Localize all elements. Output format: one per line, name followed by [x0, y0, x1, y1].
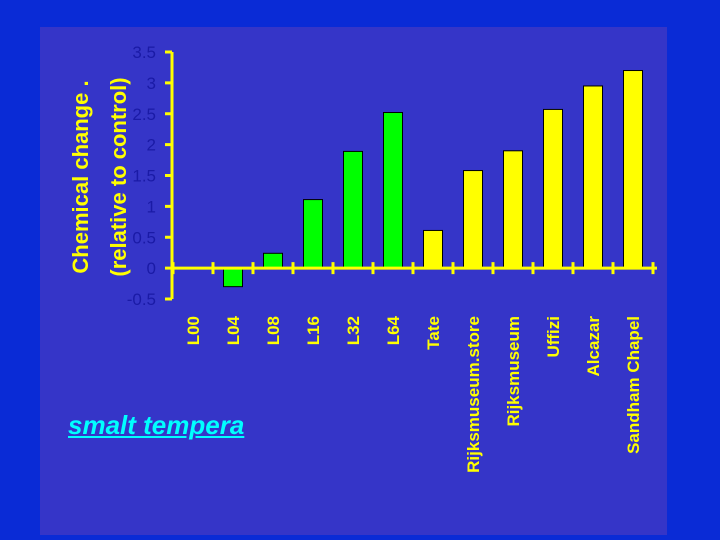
- y-ticks-group: -0.5 0 0.5 1 1.5 2 2.5 3 3.5: [127, 43, 172, 309]
- y-tick-label: 2: [147, 136, 156, 155]
- y-axis-label-line-1: Chemical change .: [68, 80, 93, 273]
- y-tick-label: 2.5: [132, 105, 156, 124]
- bar-tate: [423, 229, 443, 269]
- bar-rijksmuseum: [503, 150, 523, 269]
- y-axis-label-line-2: (relative to control): [106, 77, 131, 276]
- x-labels-group: L00 L04 L08 L16 L32 L64 Tate Rijksmuseum.store R…: [184, 315, 643, 472]
- bar-rijksmuseum-store: [463, 170, 483, 269]
- x-tick-label: Tate: [424, 316, 443, 350]
- y-tick-label: -0.5: [127, 290, 156, 309]
- x-tick-label: Rijksmuseum: [504, 316, 523, 427]
- bar-alcazar: [583, 85, 603, 269]
- x-tick-label: L32: [344, 316, 363, 345]
- bar-l04: [223, 267, 243, 288]
- y-tick-label: 3.5: [132, 43, 156, 62]
- x-tick-label: Sandham Chapel: [624, 316, 643, 454]
- x-tick-label: Uffizi: [544, 316, 563, 358]
- bar-l64: [383, 112, 403, 269]
- x-tick-label: Rijksmuseum.store: [464, 316, 483, 473]
- x-tick-label: L04: [224, 315, 243, 345]
- x-tick-label: L16: [304, 316, 323, 345]
- y-tick-label: 3: [147, 74, 156, 93]
- bar-l32: [343, 150, 363, 269]
- y-tick-label: 1: [147, 197, 156, 216]
- x-tick-label: Alcazar: [584, 316, 603, 377]
- x-tick-label: L00: [184, 316, 203, 345]
- x-tick-label: L64: [384, 315, 403, 345]
- y-tick-label: 1.5: [132, 167, 156, 186]
- bar-l16: [303, 199, 323, 269]
- y-tick-label: 0.5: [132, 228, 156, 247]
- caption-link[interactable]: smalt tempera: [68, 410, 245, 440]
- bar-uffizi: [543, 108, 563, 269]
- x-tick-label: L08: [264, 316, 283, 345]
- bar-sandham-chapel: [623, 70, 643, 269]
- axes-group: [170, 52, 657, 299]
- bars-group: [223, 70, 643, 288]
- bar-l08: [263, 252, 283, 269]
- y-tick-label: 0: [147, 259, 156, 278]
